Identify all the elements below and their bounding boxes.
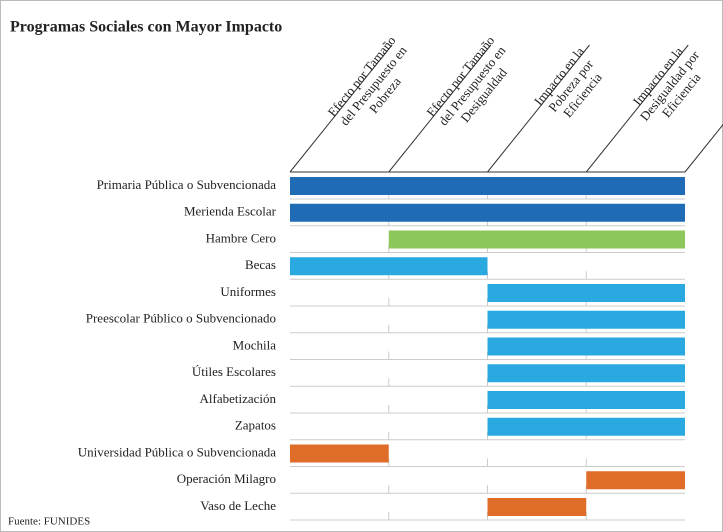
- row-label: Merienda Escolar: [184, 204, 277, 219]
- row-bar: [290, 257, 488, 276]
- row-bar: [487, 391, 685, 409]
- row-bar: [487, 498, 587, 516]
- row-bar: [388, 230, 685, 249]
- row-label: Uniformes: [220, 284, 276, 299]
- row-bar: [290, 177, 685, 195]
- row-bar: [290, 203, 685, 222]
- header-divider: [388, 44, 492, 173]
- row-label: Útiles Escolares: [192, 364, 276, 379]
- row-label: Zapatos: [235, 418, 276, 433]
- source: Fuente: FUNIDES: [8, 516, 90, 528]
- row-bar: [487, 364, 685, 383]
- row-bar: [487, 284, 685, 302]
- chart-title: Programas Sociales con Mayor Impacto: [10, 19, 282, 36]
- row-bar: [290, 444, 389, 463]
- header-divider: [684, 123, 723, 173]
- row-bar: [487, 417, 685, 436]
- header-divider: [585, 44, 689, 173]
- row-label: Mochila: [233, 337, 277, 352]
- row-label: Preescolar Público o Subvencionado: [86, 311, 276, 326]
- row-label: Hambre Cero: [206, 230, 276, 245]
- row-bar: [586, 471, 685, 490]
- row-label: Becas: [245, 257, 276, 272]
- row-label: Vaso de Leche: [200, 498, 276, 513]
- row-label: Alfabetización: [199, 391, 276, 406]
- row-label: Operación Milagro: [177, 471, 276, 486]
- row-label: Universidad Pública o Subvencionada: [78, 444, 276, 459]
- row-label: Primaria Pública o Subvencionada: [97, 177, 277, 192]
- row-bar: [487, 310, 685, 329]
- header-divider: [487, 44, 590, 173]
- row-bar: [487, 337, 685, 356]
- header-divider: [289, 44, 393, 173]
